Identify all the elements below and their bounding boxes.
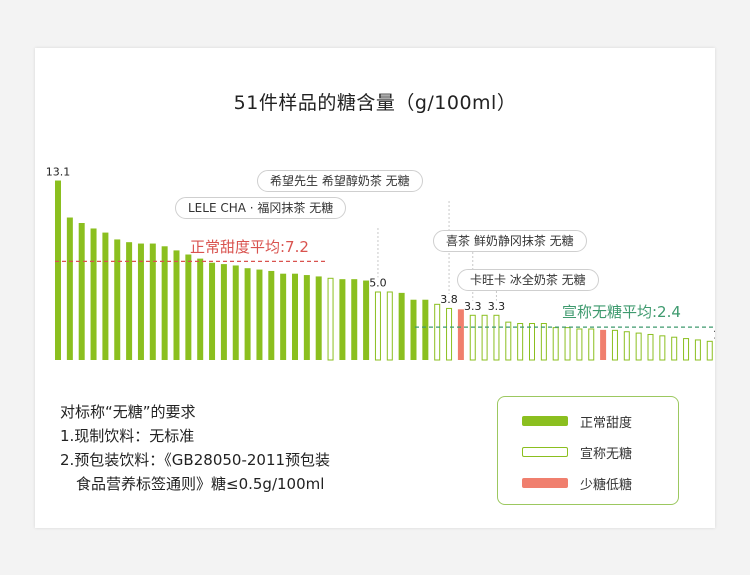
bar-18	[256, 269, 263, 360]
legend-label-normal: 正常甜度	[580, 416, 633, 431]
bar-47	[600, 329, 607, 360]
note-line-2: 2.预包装饮料：《GB28050-2011预包装	[60, 451, 331, 469]
bar-40	[517, 323, 524, 361]
callout-heytea: 喜茶 鲜奶静冈抹茶 无糖	[433, 230, 587, 252]
bar-36	[469, 314, 476, 361]
bar-16	[232, 265, 239, 360]
bar-34	[446, 307, 453, 361]
note-line-3: 食品营养标签通则》糖≤0.5g/100ml	[76, 475, 325, 493]
bar-42	[540, 323, 547, 361]
normal-average-label: 正常甜度平均:7.2	[190, 238, 309, 256]
legend-label-claimed: 宣称无糖	[580, 447, 633, 462]
bar-9	[149, 243, 156, 360]
bar-21	[292, 273, 298, 360]
bar-6	[114, 239, 121, 360]
value-label-2: 5.0	[369, 277, 387, 290]
callout-lelecha: LELE CHA · 福冈抹茶 无糖	[175, 197, 347, 219]
bar-49	[623, 331, 630, 361]
bar-54	[683, 338, 690, 361]
bar-28	[374, 291, 381, 361]
bar-37	[481, 314, 488, 361]
claimed-sugarfree-average-label: 宣称无糖平均:2.4	[562, 303, 681, 321]
bar-23	[315, 276, 322, 360]
callout-xiwang: 希望先生 希望醇奶茶 无糖	[257, 170, 423, 192]
bar-41	[529, 323, 535, 361]
bar-15	[220, 264, 227, 360]
legend: 正常甜度 宣称无糖 少糖低糖	[497, 396, 679, 505]
bar-chart: 13.1 5.0 3.8 3.3 3.3 1.2	[46, 166, 715, 361]
callout-kawangka: 卡旺卡 冰全奶茶 无糖	[457, 269, 599, 291]
value-label-6: 1.2	[713, 329, 715, 342]
requirements-note: 对标称“无糖”的要求 1.现制饮料：无标准 2.预包装饮料：《GB28050-2…	[60, 400, 330, 496]
bar-46	[588, 328, 595, 361]
legend-swatch-claimed	[522, 447, 568, 457]
legend-swatch-normal	[522, 416, 568, 426]
chart-title: 51件样品的糖含量（g/100ml）	[233, 92, 517, 114]
bar-51	[647, 333, 654, 361]
bar-12	[185, 254, 192, 360]
value-label-4: 3.3	[464, 300, 482, 313]
bar-27	[363, 280, 370, 360]
bar-43	[552, 327, 559, 361]
bar-1	[55, 180, 61, 360]
bar-2	[66, 217, 73, 360]
bar-33	[434, 303, 441, 361]
bar-39	[505, 321, 512, 361]
bar-35	[457, 309, 464, 360]
bar-4	[90, 228, 97, 360]
bar-13	[197, 258, 204, 360]
bar-26	[351, 279, 358, 360]
bar-14	[209, 262, 216, 360]
bar-3	[78, 223, 85, 360]
bar-10	[161, 246, 168, 360]
bar-56	[706, 340, 713, 361]
bar-7	[126, 242, 133, 360]
legend-label-low-sugar: 少糖低糖	[580, 478, 633, 493]
bar-19	[268, 270, 275, 360]
bar-48	[611, 329, 618, 361]
bar-17	[244, 268, 251, 360]
bar-8	[137, 243, 144, 360]
bar-5	[102, 232, 109, 360]
bar-44	[564, 327, 571, 361]
bar-30	[398, 292, 405, 360]
value-label-1: 13.1	[46, 166, 71, 179]
bar-38	[493, 314, 500, 361]
chart-card: 51件样品的糖含量（g/100ml） 13.1 5.0 3.8 3.3 3.3 1.2 希…	[35, 48, 715, 528]
bar-55	[694, 339, 701, 361]
bar-52	[659, 335, 666, 361]
legend-swatch-low-sugar	[522, 478, 568, 488]
bar-45	[576, 328, 583, 361]
bar-53	[671, 336, 678, 361]
bar-32	[422, 299, 429, 360]
note-line-1: 1.现制饮料：无标准	[60, 427, 195, 445]
note-heading: 对标称“无糖”的要求	[60, 403, 196, 421]
value-label-3: 3.8	[440, 293, 458, 306]
bar-20	[280, 273, 287, 360]
bar-11	[173, 250, 180, 360]
bar-29	[386, 291, 393, 361]
bar-24	[327, 277, 334, 361]
value-label-5: 3.3	[488, 300, 506, 313]
bar-31	[410, 299, 417, 360]
bar-50	[635, 332, 642, 361]
bar-25	[339, 279, 346, 360]
bar-22	[303, 275, 310, 360]
